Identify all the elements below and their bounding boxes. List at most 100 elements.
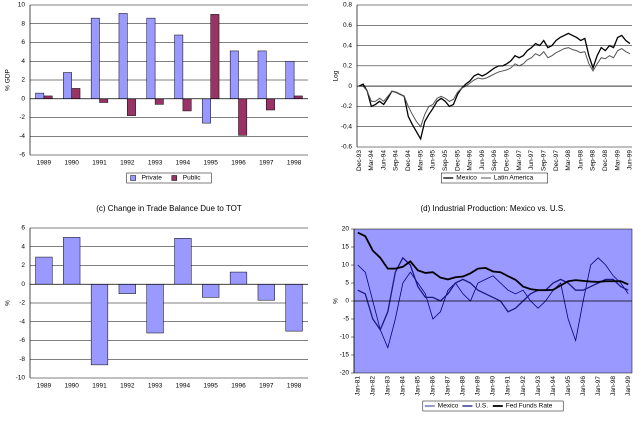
x-tick-label: Jun-97 — [528, 150, 535, 170]
y-tick-label: 0.6 — [343, 22, 352, 29]
x-tick-label: 1993 — [148, 160, 163, 167]
bar — [210, 14, 220, 99]
y-tick-label: 0 — [21, 95, 25, 102]
x-tick-label: 1998 — [287, 383, 302, 390]
x-tick-label: Jun-94 — [380, 150, 387, 170]
legend-label: Fed Funds Rate — [506, 403, 553, 410]
y-tick-label: -0.4 — [341, 123, 353, 130]
y-tick-label: 0.8 — [343, 2, 352, 9]
y-tick-label: 0 — [348, 83, 352, 90]
x-tick-label: Jan-88 — [460, 376, 467, 396]
bar — [90, 284, 109, 366]
y-tick-label: 0.4 — [343, 42, 352, 49]
y-tick-label: -5 — [343, 316, 349, 323]
y-tick-label: -8 — [19, 356, 25, 363]
y-tick-label: -2 — [19, 300, 25, 307]
y-tick-label: 10 — [342, 262, 350, 269]
x-tick-label: 1997 — [259, 383, 274, 390]
y-tick-label: 10 — [18, 2, 26, 9]
y-tick-label: -0.6 — [341, 144, 353, 151]
y-tick-label: -6 — [19, 152, 25, 159]
bar — [182, 98, 192, 112]
x-tick-label: 1995 — [203, 160, 218, 167]
legend-box — [441, 172, 548, 184]
bar — [118, 13, 128, 99]
legend-label: Private — [142, 175, 163, 182]
y-tick-label: -6 — [19, 337, 25, 344]
x-tick-label: Jan-99 — [625, 376, 632, 396]
x-tick-label: Jan-94 — [550, 376, 557, 396]
y-tick-label: -10 — [16, 375, 26, 382]
x-tick-label: 1997 — [259, 160, 274, 167]
legend-label: U.S. — [475, 403, 488, 410]
x-tick-label: Sep-94 — [393, 150, 400, 171]
x-tick-label: Jun-98 — [577, 150, 584, 170]
bar — [229, 271, 248, 285]
bar — [146, 284, 164, 334]
bar — [146, 17, 156, 99]
x-tick-label: Jan-89 — [475, 376, 482, 396]
bar — [154, 98, 164, 105]
line — [357, 256, 629, 332]
x-tick-label: 1990 — [64, 160, 79, 167]
bar — [174, 34, 184, 99]
bar — [127, 98, 136, 116]
bar — [118, 284, 136, 294]
bar — [35, 256, 53, 285]
line — [357, 231, 629, 292]
y-tick-label: 2 — [21, 77, 25, 84]
bar — [293, 95, 303, 99]
x-tick-label: 1992 — [120, 383, 135, 390]
x-tick-label: Jan-93 — [535, 376, 542, 396]
x-tick-label: 1994 — [176, 383, 191, 390]
bar — [285, 61, 295, 99]
bar — [202, 98, 211, 124]
bar — [90, 17, 100, 99]
x-tick-label: Mar-98 — [565, 150, 572, 171]
x-tick-label: Dec-95 — [454, 150, 461, 171]
x-tick-label: Dec-94 — [405, 150, 412, 171]
y-tick-label: -4 — [19, 318, 25, 325]
x-tick-label: Dec-93 — [356, 150, 363, 171]
x-tick-label: Mar-95 — [417, 150, 424, 171]
x-tick-label: Jan-90 — [490, 376, 497, 396]
y-tick-label: 6 — [21, 225, 25, 232]
y-axis-label: % GDP — [5, 69, 12, 91]
x-tick-label: Jan-81 — [354, 376, 361, 396]
x-tick-label: Jun-96 — [479, 150, 486, 170]
legend-label: Mexico — [456, 175, 477, 182]
x-tick-label: 1991 — [92, 160, 107, 167]
x-tick-label: Jan-96 — [580, 376, 587, 396]
bar — [257, 50, 267, 99]
x-tick-label: Jan-95 — [565, 376, 572, 396]
x-tick-label: 1992 — [120, 160, 135, 167]
x-tick-label: Jan-85 — [415, 376, 422, 396]
x-tick-label: Sep-96 — [491, 150, 498, 171]
chart-title: (c) Change in Trade Balance Due to TOT — [96, 204, 242, 213]
x-tick-label: Jan-83 — [385, 376, 392, 396]
y-tick-label: 4 — [21, 243, 25, 250]
x-tick-label: Jun-99 — [627, 150, 634, 170]
legend: Mexico U.S. Fed Funds Rate — [422, 400, 564, 412]
legend-box — [126, 172, 212, 184]
legend-label: Mexico — [438, 403, 459, 410]
x-tick-label: Jan-87 — [445, 376, 452, 396]
y-tick-label: -2 — [19, 114, 25, 121]
bar — [99, 98, 109, 103]
legend: Mexico Latin America — [441, 172, 548, 184]
x-tick-label: Mar-99 — [614, 150, 621, 171]
bar — [63, 237, 81, 285]
bar — [43, 95, 53, 99]
x-tick-label: Dec-96 — [504, 150, 511, 171]
bar — [63, 72, 72, 99]
y-tick-label: 6 — [21, 39, 25, 46]
x-tick-label: 1989 — [37, 160, 52, 167]
x-tick-label: Jan-91 — [505, 376, 512, 396]
bar — [71, 88, 81, 99]
x-tick-label: Jan-84 — [400, 376, 407, 396]
x-tick-label: Dec-98 — [602, 150, 609, 171]
x-tick-label: Mar-96 — [467, 150, 474, 171]
x-tick-label: 1995 — [203, 383, 218, 390]
legend-label: Latin America — [494, 175, 534, 182]
